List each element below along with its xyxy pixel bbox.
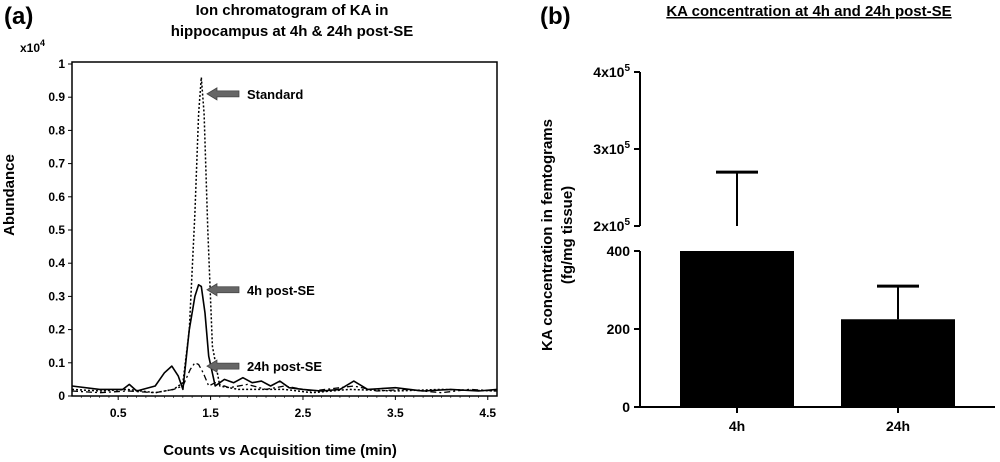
panel-a-chromatogram: (a) Ion chromatogram of KA in hippocampu…	[1, 2, 498, 459]
y-tick-label: 0.6	[48, 190, 65, 204]
y-tick-label: 0.2	[48, 323, 65, 337]
bar-24h	[841, 319, 955, 407]
panel-a-plot-frame	[71, 61, 498, 397]
x-tick-label: 0.5	[110, 406, 127, 420]
y-tick-label: 0.1	[48, 356, 65, 370]
y-tick-label: 200	[607, 321, 631, 337]
y-tick-label: 4x105	[593, 63, 630, 80]
panel-b-letter: (b)	[540, 3, 571, 30]
annotation-label: Standard	[247, 87, 303, 102]
y-multiplier-exp: 4	[40, 38, 45, 48]
x-tick-label: 1.5	[202, 406, 219, 420]
x-tick-label: 3.5	[387, 406, 404, 420]
x-tick-label: 4h	[729, 418, 745, 434]
panel-a-x-ticks: 0.5 1.5 2.5 3.5 4.5	[80, 396, 496, 420]
annotation-arrow	[206, 283, 240, 297]
panel-a-x-axis-label: Counts vs Acquisition time (min)	[163, 442, 397, 459]
panel-b-title: KA concentration at 4h and 24h post-SE	[666, 3, 951, 20]
panel-a-y-ticks: 0 0.1 0.2 0.3 0.4 0.5 0.6 0.7 0.8 0.9 1	[48, 57, 72, 403]
panel-b-bars	[680, 251, 955, 407]
y-multiplier-base: x10	[20, 41, 40, 55]
panel-b-y-axis-label-line1: KA concentration in femtograms	[539, 119, 556, 351]
annotation-arrow	[206, 359, 240, 373]
x-tick-label: 24h	[886, 418, 910, 434]
series-line-24h-post-se	[71, 362, 498, 394]
panel-a-annotations: Standard 4h post-SE 24h post-SE	[206, 87, 322, 374]
y-tick-label: 1	[58, 57, 65, 71]
panel-a-series	[71, 76, 498, 394]
x-tick-label: 4.5	[479, 406, 496, 420]
y-tick-label: 0.8	[48, 123, 65, 137]
y-tick-label: 0.4	[48, 256, 65, 270]
panel-a-letter: (a)	[4, 3, 33, 30]
y-tick-label: 0.5	[48, 223, 65, 237]
panel-b-y-axis-label-line2: (fg/mg tissue)	[559, 186, 576, 284]
panel-b-ticks: 0 200 400 2x105 3x105 4x105 4h 24h	[593, 63, 910, 434]
y-tick-label: 400	[607, 243, 631, 259]
panel-a-title-line1: Ion chromatogram of KA in	[196, 2, 389, 19]
y-tick-label: 0	[58, 389, 65, 403]
y-tick-label: 0.7	[48, 157, 65, 171]
x-tick-label: 2.5	[295, 406, 312, 420]
annotation-arrow	[206, 87, 240, 101]
series-line-standard	[71, 76, 498, 394]
panel-b-error-bars	[716, 170, 919, 320]
bar-4h	[680, 251, 794, 407]
annotation-label: 24h post-SE	[247, 359, 322, 374]
y-tick-label: 0.9	[48, 90, 65, 104]
annotation-label: 4h post-SE	[247, 283, 315, 298]
panel-a-y-multiplier: x104	[20, 38, 45, 55]
y-tick-label: 0.3	[48, 289, 65, 303]
series-line-4h-post-se	[71, 283, 498, 392]
panel-b-bar-chart: (b) KA concentration at 4h and 24h post-…	[539, 3, 995, 434]
y-tick-label: 3x105	[593, 140, 630, 157]
panel-a-y-axis-label: Abundance	[1, 154, 18, 236]
y-tick-label: 0	[622, 399, 630, 415]
y-tick-label: 2x105	[593, 217, 630, 234]
panel-a-title-line2: hippocampus at 4h & 24h post-SE	[171, 23, 414, 40]
